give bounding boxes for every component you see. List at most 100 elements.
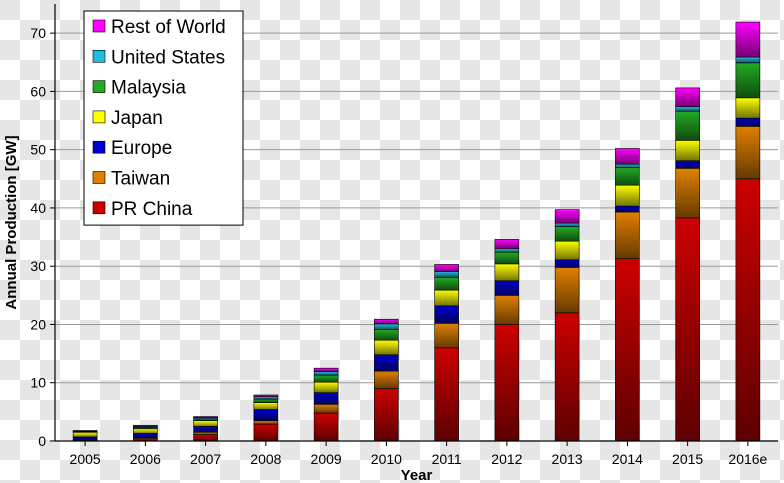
legend-label: United States xyxy=(111,47,225,68)
bar-segment xyxy=(193,426,218,433)
bar-segment xyxy=(675,87,700,107)
bar-segment xyxy=(554,240,580,261)
bar-segment xyxy=(554,209,580,224)
bar-segment xyxy=(434,276,459,291)
bar-segment xyxy=(434,289,459,307)
bar-segment xyxy=(735,56,761,64)
bar-segment xyxy=(193,416,218,418)
bar-segment xyxy=(554,222,580,227)
bar-segment xyxy=(675,160,700,169)
legend-swatch xyxy=(92,140,106,154)
bar-segment xyxy=(735,117,761,127)
bar-segment xyxy=(434,347,459,442)
legend-swatch xyxy=(92,49,106,63)
bars xyxy=(72,21,761,442)
bar-segment xyxy=(554,259,580,268)
bar-segment xyxy=(313,381,339,393)
x-tick-label: 2007 xyxy=(190,451,221,467)
legend-swatch xyxy=(92,19,106,33)
legend-swatch xyxy=(92,171,106,184)
bar-segment xyxy=(494,295,520,325)
x-tick-label: 2010 xyxy=(371,451,402,467)
bar-segment xyxy=(434,264,459,272)
bar-segment xyxy=(675,168,700,219)
bar-segment xyxy=(434,271,459,278)
y-tick-label: 50 xyxy=(30,142,46,158)
x-tick-label: 2013 xyxy=(552,451,583,467)
bar-segment xyxy=(615,167,640,186)
legend-swatch xyxy=(92,80,106,93)
bar-segment xyxy=(615,163,640,169)
bar-segment xyxy=(193,431,218,435)
y-tick-label: 40 xyxy=(30,200,46,216)
bar-segment xyxy=(675,110,700,141)
bar-segment xyxy=(133,424,158,427)
x-tick-label: 2009 xyxy=(311,451,342,467)
bar-segment xyxy=(374,329,399,341)
bar-segment xyxy=(374,388,399,442)
x-tick-label: 2006 xyxy=(130,451,161,467)
bar-segment xyxy=(72,436,98,441)
y-tick-label: 60 xyxy=(30,83,46,99)
x-tick-label: 2008 xyxy=(250,451,281,467)
bar-segment xyxy=(675,106,700,112)
x-tick-label: 2012 xyxy=(491,451,522,467)
bar-segment xyxy=(374,370,399,389)
bar-segment xyxy=(675,140,700,162)
bar-segment xyxy=(374,318,399,325)
bar-segment xyxy=(494,263,520,282)
x-tick-label: 2015 xyxy=(672,451,703,467)
bar-segment xyxy=(374,354,399,372)
y-tick-label: 10 xyxy=(30,375,46,391)
bar-segment xyxy=(253,396,279,400)
legend-box xyxy=(83,10,244,226)
bar-segment xyxy=(313,371,339,376)
bar-segment xyxy=(554,267,580,314)
x-tick-label: 2016e xyxy=(728,451,767,467)
bar-segment xyxy=(494,239,520,250)
bar-segment xyxy=(494,280,520,296)
y-tick-label: 30 xyxy=(30,258,46,274)
x-tick-label: 2005 xyxy=(70,451,101,467)
bar-segment xyxy=(313,392,339,405)
legend-label: Taiwan xyxy=(111,169,170,190)
y-tick-label: 0 xyxy=(38,433,46,449)
y-axis-title: Annual Production [GW] xyxy=(3,135,20,309)
bar-segment xyxy=(374,323,399,331)
bar-segment xyxy=(434,305,459,324)
bar-segment xyxy=(374,339,399,356)
bar-segment xyxy=(72,431,98,438)
x-tick-label: 2011 xyxy=(432,451,462,467)
bar-segment xyxy=(615,258,640,442)
bar-segment xyxy=(735,21,761,58)
bar-segment xyxy=(494,324,520,442)
bar-segment xyxy=(253,402,279,410)
bar-segment xyxy=(675,217,700,442)
bar-segment xyxy=(615,148,640,165)
x-tick-label: 2014 xyxy=(612,451,643,467)
legend-label: PR China xyxy=(111,199,193,220)
bar-segment xyxy=(253,420,279,425)
bar-segment xyxy=(735,126,761,180)
bar-segment xyxy=(253,423,279,442)
bar-segment xyxy=(434,323,459,349)
bar-segment xyxy=(193,420,218,427)
axes: 0 10 20 30 40 50 60 70 2005 2006 2007 2008 2009 2010 2… xyxy=(30,4,778,467)
bar-segment xyxy=(735,97,761,119)
bar-segment xyxy=(494,248,520,253)
bar-segment xyxy=(253,409,279,421)
y-tick-label: 20 xyxy=(30,316,46,332)
bar-segment xyxy=(313,412,339,442)
bar-segment xyxy=(735,178,761,442)
bar-segment xyxy=(494,251,520,265)
bar-segment xyxy=(313,374,339,383)
legend-label: Rest of World xyxy=(111,17,226,38)
legend-swatch xyxy=(92,110,106,124)
bar-segment xyxy=(72,430,98,432)
bar-segment xyxy=(253,394,279,398)
legend-label: Malaysia xyxy=(111,78,186,99)
bar-segment xyxy=(193,434,218,442)
legend: Rest of World United States Malaysia Japan E… xyxy=(83,10,244,226)
legend-label: Europe xyxy=(111,138,172,159)
bar-segment xyxy=(615,205,640,213)
